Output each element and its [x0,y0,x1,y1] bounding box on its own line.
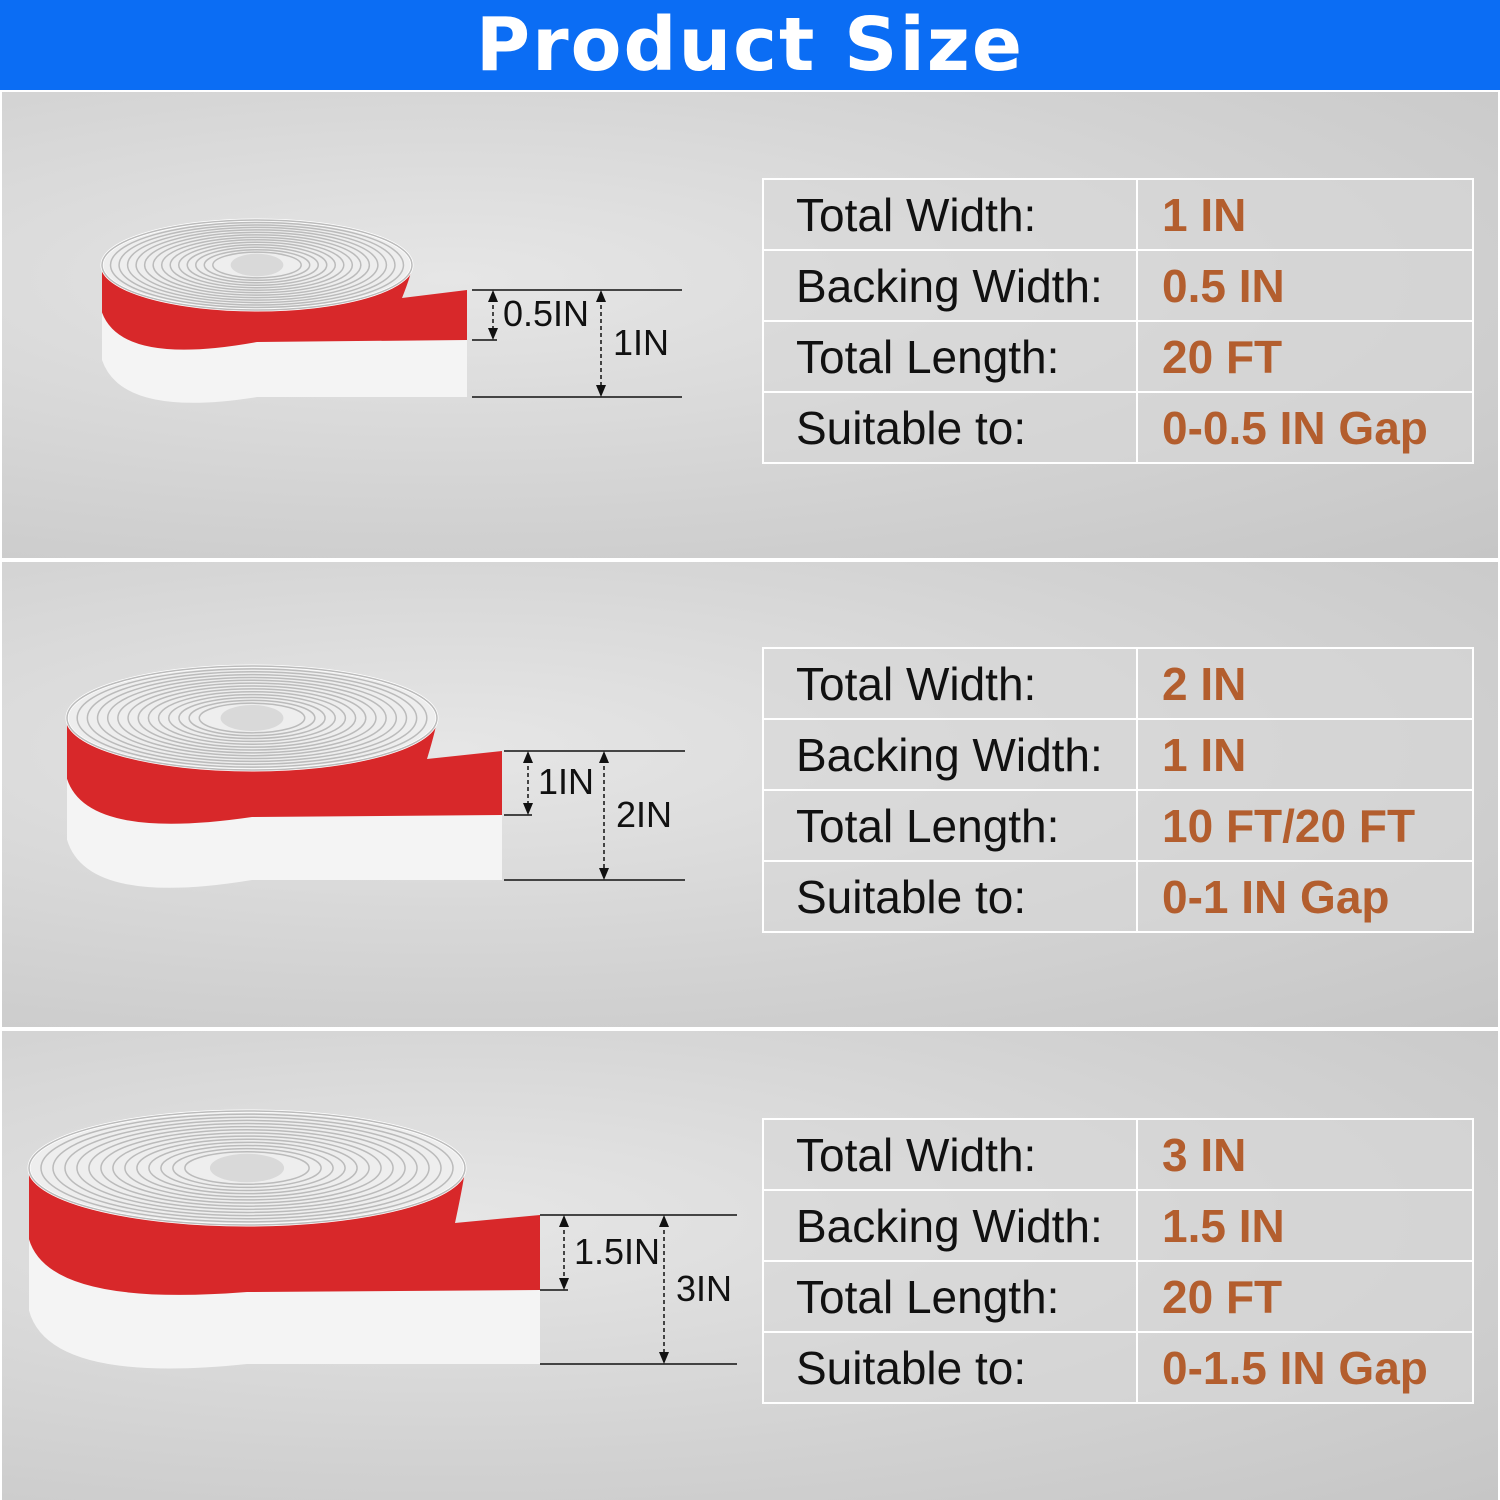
spec-row: Total Width: 1 IN [762,178,1474,251]
backing-width-label: 0.5IN [503,293,590,334]
backing-width-label: 1.5IN [574,1230,661,1272]
spec-row: Suitable to: 0-0.5 IN Gap [762,391,1474,464]
spec-row: Backing Width: 1.5 IN [762,1189,1474,1262]
spec-key: Suitable to: [762,391,1138,464]
spec-key: Total Width: [762,1118,1138,1191]
spec-row: Total Length: 20 FT [762,1260,1474,1333]
spec-table: Total Width: 3 IN Backing Width: 1.5 IN Tota… [762,1118,1474,1404]
spec-value: 20 FT [1136,320,1474,393]
spec-key: Total Width: [762,178,1138,251]
backing-width-label: 1IN [538,761,595,802]
tape-core [220,705,284,731]
spec-row: Suitable to: 0-1 IN Gap [762,860,1474,933]
total-width-label: 3IN [676,1267,733,1309]
product-panel-1: 0.5IN 1IN Total Width: 1 IN Backing Width:… [2,92,1498,558]
spec-table: Total Width: 1 IN Backing Width: 0.5 IN Tota… [762,178,1474,464]
dimension-lines [472,289,682,398]
tape-core [230,253,284,277]
page-title: Product Size [475,2,1025,88]
spec-value: 2 IN [1136,647,1474,720]
spec-key: Backing Width: [762,718,1138,791]
spec-value: 0-1.5 IN Gap [1136,1331,1474,1404]
header-banner: Product Size [0,0,1500,90]
spec-row: Total Width: 3 IN [762,1118,1474,1191]
spec-key: Backing Width: [762,1189,1138,1262]
product-panel-3: 1.5IN 3IN Total Width: 3 IN Backing Width:… [2,1031,1498,1500]
spec-key: Total Length: [762,789,1138,862]
spec-key: Suitable to: [762,1331,1138,1404]
spec-row: Total Width: 2 IN [762,647,1474,720]
spec-key: Total Width: [762,647,1138,720]
dimension-arrows [488,290,606,397]
tape-roll-illustration [100,218,682,403]
spec-key: Backing Width: [762,249,1138,322]
spec-key: Total Length: [762,1260,1138,1333]
dimension-lines [504,750,685,881]
dimension-lines [540,1214,737,1365]
total-width-label: 1IN [613,321,670,363]
spec-value: 1 IN [1136,718,1474,791]
spec-value: 1.5 IN [1136,1189,1474,1262]
tape-roll-illustration [65,664,685,888]
spec-value: 0-0.5 IN Gap [1136,391,1474,464]
spec-value: 3 IN [1136,1118,1474,1191]
spec-value: 20 FT [1136,1260,1474,1333]
spec-row: Backing Width: 0.5 IN [762,249,1474,322]
spec-value: 0-1 IN Gap [1136,860,1474,933]
spec-value: 1 IN [1136,178,1474,251]
spec-key: Total Length: [762,320,1138,393]
spec-row: Suitable to: 0-1.5 IN Gap [762,1331,1474,1404]
spec-value: 10 FT/20 FT [1136,789,1474,862]
spec-value: 0.5 IN [1136,249,1474,322]
total-width-label: 2IN [616,793,673,835]
spec-row: Total Length: 10 FT/20 FT [762,789,1474,862]
product-panel-2: 1IN 2IN Total Width: 2 IN Backing Width: 1 … [2,562,1498,1027]
tape-core [209,1153,285,1183]
spec-table: Total Width: 2 IN Backing Width: 1 IN Total … [762,647,1474,933]
spec-row: Backing Width: 1 IN [762,718,1474,791]
spec-row: Total Length: 20 FT [762,320,1474,393]
spec-key: Suitable to: [762,860,1138,933]
tape-roll-illustration [27,1109,737,1369]
